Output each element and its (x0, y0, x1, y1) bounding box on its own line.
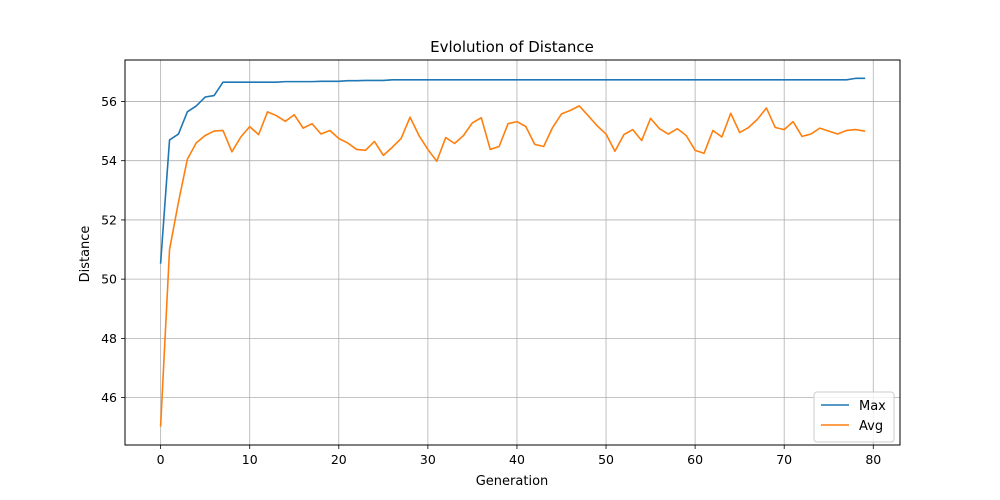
y-tick-label: 52 (101, 212, 117, 227)
x-tick-label: 0 (157, 452, 165, 467)
legend: Max Avg (813, 391, 895, 443)
plot-frame (124, 59, 901, 446)
x-tick-label: 80 (865, 452, 881, 467)
series-line-max (159, 77, 866, 264)
x-tick-label: 20 (331, 452, 347, 467)
x-tick-label: 60 (687, 452, 703, 467)
x-tick-label: 70 (776, 452, 792, 467)
y-axis-label: Distance (78, 226, 93, 283)
chart-title: Evlolution of Distance (430, 38, 594, 56)
x-tick-label: 40 (509, 452, 525, 467)
series-layer (159, 77, 866, 427)
grid-lines (125, 60, 900, 445)
y-tick-label: 54 (101, 153, 117, 168)
x-tick-label: 30 (420, 452, 436, 467)
x-tick-label: 50 (598, 452, 614, 467)
legend-label-avg: Avg (859, 419, 883, 434)
y-tick-label: 56 (101, 94, 117, 109)
x-tick-label: 10 (242, 452, 258, 467)
x-axis-label: Generation (476, 474, 549, 489)
y-tick-label: 50 (101, 272, 117, 287)
legend-label-max: Max (859, 399, 886, 414)
y-tick-label: 48 (101, 331, 117, 346)
series-line-avg (159, 105, 866, 427)
axis-ticks: 0 10 20 30 40 50 60 70 80 46 48 50 52 54 56 (101, 94, 881, 467)
y-tick-label: 46 (101, 390, 117, 405)
